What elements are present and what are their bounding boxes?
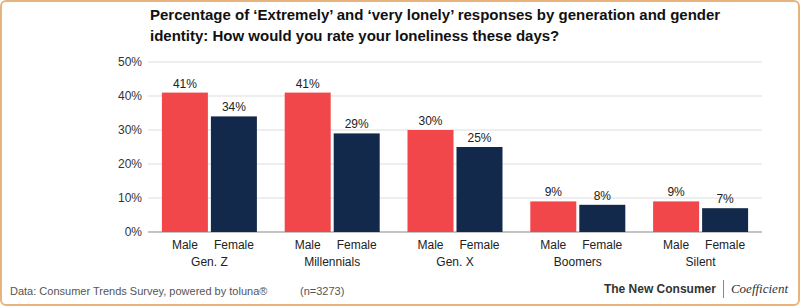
bar <box>457 147 503 232</box>
category-label: Gen. X <box>436 255 473 269</box>
category-label: Gen. Z <box>191 255 228 269</box>
tick-label: 30% <box>118 123 142 137</box>
brand-separator <box>723 280 724 298</box>
data-label: 9% <box>667 185 685 199</box>
bar <box>408 130 454 232</box>
data-label: 30% <box>418 114 442 128</box>
category-label: Millennials <box>304 255 360 269</box>
brand: The New Consumer Coefficient <box>604 280 788 298</box>
tick-label: 40% <box>118 89 142 103</box>
series-label: Female <box>705 238 745 252</box>
note: (n=3273) <box>300 285 344 297</box>
series-label: Female <box>337 238 377 252</box>
series-label: Male <box>663 238 689 252</box>
grid-line <box>148 96 762 97</box>
tick-label: 20% <box>118 157 142 171</box>
series-label: Male <box>540 238 566 252</box>
series-label: Female <box>214 238 254 252</box>
title: Percentage of ‘Extremely’ and ‘very lone… <box>150 4 750 46</box>
data-label: 41% <box>296 77 320 91</box>
chart: 0% 10% 20% 30% 40% 50% 41% Male 34% Female Gen. Z 4… <box>0 0 800 306</box>
brand-name: Coefficient <box>731 281 788 297</box>
series-label: Male <box>172 238 198 252</box>
grid-line <box>148 62 762 63</box>
tick-label: 0% <box>125 225 143 239</box>
data-label: 29% <box>345 117 369 131</box>
source: Data: Consumer Trends Survey, powered by… <box>10 285 267 297</box>
data-label: 34% <box>222 100 246 114</box>
series-label: Female <box>459 238 499 252</box>
series-label: Male <box>295 238 321 252</box>
bar <box>211 116 257 232</box>
bars <box>162 93 748 232</box>
tick-label: 50% <box>118 55 142 69</box>
data-label: 9% <box>545 185 563 199</box>
bar <box>702 208 748 232</box>
data-label: 7% <box>716 192 734 206</box>
bar <box>285 93 331 232</box>
bar <box>334 133 380 232</box>
frame <box>0 0 800 306</box>
category-label: Boomers <box>554 255 602 269</box>
series-label: Male <box>417 238 443 252</box>
data-label: 25% <box>467 131 491 145</box>
bar <box>579 205 625 232</box>
bar <box>653 201 699 232</box>
data-label: 8% <box>594 189 612 203</box>
data-label: 41% <box>173 77 197 91</box>
brand-name: The New Consumer <box>604 282 716 296</box>
series-label: Female <box>582 238 622 252</box>
bar <box>162 93 208 232</box>
bar <box>530 201 576 232</box>
tick-label: 10% <box>118 191 142 205</box>
category-label: Silent <box>686 255 717 269</box>
